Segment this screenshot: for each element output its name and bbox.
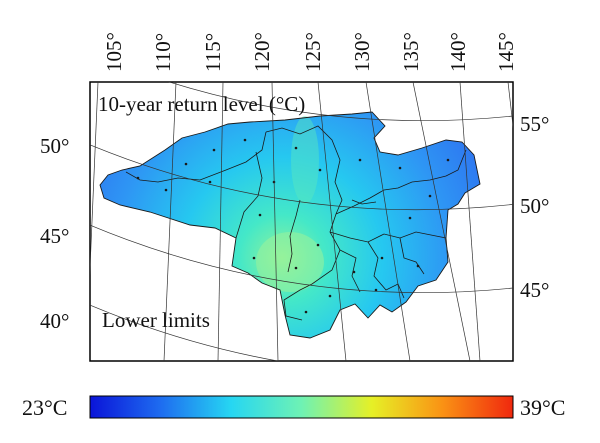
lat-label-right: 55° [520, 112, 550, 136]
graticule-meridians [90, 82, 513, 361]
warm-band [291, 116, 319, 204]
lat-label-left: 50° [40, 134, 70, 158]
station-dots [136, 138, 450, 314]
lon-label: 110° [151, 32, 175, 72]
lon-label: 130° [350, 32, 374, 72]
colorbar-max-label: 39°C [520, 395, 566, 420]
colorbar [89, 395, 514, 419]
lon-label: 120° [250, 32, 274, 72]
lat-label-left: 45° [40, 224, 70, 248]
map-title: 10-year return level (°C) [98, 92, 306, 116]
lon-label: 135° [399, 32, 423, 72]
lat-label-right: 45° [520, 278, 550, 302]
region-field [100, 112, 480, 338]
graticule-parallels [90, 82, 513, 361]
annotation-lower-limits: Lower limits [102, 308, 210, 332]
lon-label: 145° [494, 32, 518, 72]
lon-label: 140° [446, 32, 470, 72]
lat-label-left: 40° [40, 309, 70, 333]
province-boundaries [125, 125, 467, 321]
lat-label-right: 50° [520, 194, 550, 218]
colorbar-min-label: 23°C [22, 395, 68, 420]
lon-label: 105° [102, 32, 126, 72]
lon-label: 115° [201, 32, 225, 72]
lon-label: 125° [301, 32, 325, 72]
